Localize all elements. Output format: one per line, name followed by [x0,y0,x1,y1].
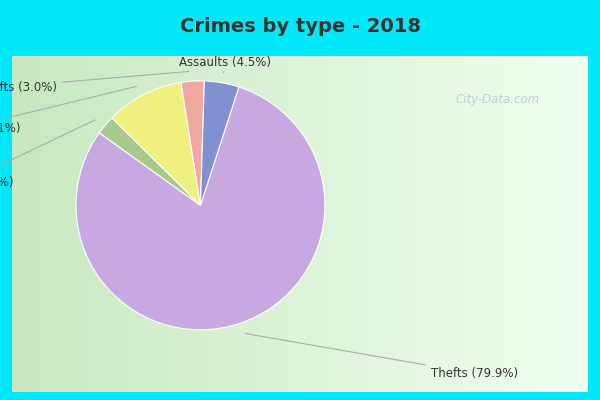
Wedge shape [112,82,200,205]
Text: Crimes by type - 2018: Crimes by type - 2018 [179,16,421,36]
Text: Burglaries (10.1%): Burglaries (10.1%) [0,86,136,135]
Text: Thefts (79.9%): Thefts (79.9%) [245,334,518,380]
Wedge shape [76,87,325,330]
Wedge shape [100,118,200,205]
Wedge shape [200,81,239,205]
Text: City-Data.com: City-Data.com [456,94,540,106]
Wedge shape [181,81,205,205]
Text: Robberies (2.5%): Robberies (2.5%) [0,120,95,190]
Text: Auto thefts (3.0%): Auto thefts (3.0%) [0,72,189,94]
Text: Assaults (4.5%): Assaults (4.5%) [179,56,271,73]
